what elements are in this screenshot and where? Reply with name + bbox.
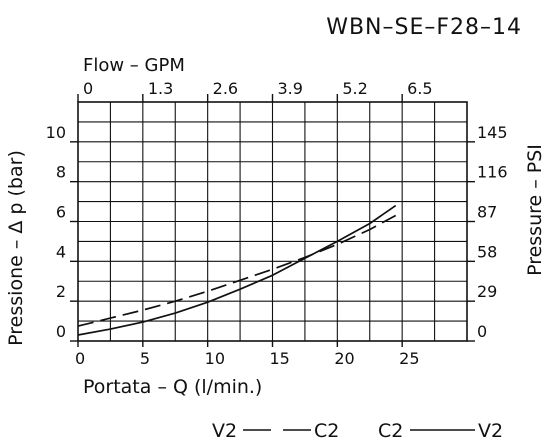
- top-axis-label: Flow – GPM: [83, 55, 185, 76]
- y-right-tick-label: 145: [477, 123, 508, 142]
- legend-solid-from: C2: [378, 420, 403, 442]
- y-tick-label: 4: [56, 242, 66, 261]
- y-right-tick-label: 0: [477, 322, 487, 341]
- series-layer: [77, 204, 397, 336]
- top-tick-label: 1.3: [148, 79, 173, 98]
- right-axis-ticks: 0 29 58 87 116 145: [467, 123, 508, 342]
- legend-dashed-to: C2: [314, 420, 339, 442]
- top-tick-label: 3.9: [278, 79, 303, 98]
- bottom-axis-ticks: 0 5 10 15 20 25: [75, 341, 420, 368]
- top-tick-label: 5.2: [342, 79, 367, 98]
- top-tick-label: 6.5: [407, 79, 432, 98]
- series-line-solid: [77, 204, 397, 336]
- x-axis-label: Portata – Q (l/min.): [83, 376, 262, 398]
- x-tick-label: 10: [205, 349, 225, 368]
- y-tick-label: 2: [56, 282, 66, 301]
- x-tick-label: 5: [140, 349, 150, 368]
- legend-solid-to: V2: [478, 420, 503, 442]
- legend-dashed-from: V2: [212, 420, 237, 442]
- x-tick-label: 15: [270, 349, 290, 368]
- y-axis-label: Pressione – Δ p (bar): [5, 150, 27, 346]
- y-right-tick-label: 29: [477, 282, 497, 301]
- y-right-axis-label: Pressure – PSI: [524, 144, 546, 276]
- y-tick-label: 0: [56, 322, 66, 341]
- y-tick-label: 10: [46, 123, 66, 142]
- series-line-dashed: [77, 214, 397, 327]
- top-tick-label: 0: [83, 79, 93, 98]
- x-tick-label: 20: [334, 349, 354, 368]
- legend: V2 C2 C2 V2: [212, 420, 503, 442]
- top-tick-label: 2.6: [213, 79, 238, 98]
- model-title: WBN–SE–F28–14: [326, 15, 522, 40]
- grid: [78, 102, 467, 341]
- top-axis-ticks: 0 1.3 2.6 3.9 5.2 6.5: [77, 79, 433, 102]
- y-tick-label: 6: [56, 203, 66, 222]
- left-axis-ticks: 0 2 4 6 8 10: [46, 123, 78, 342]
- y-right-tick-label: 116: [477, 163, 508, 182]
- y-tick-label: 8: [56, 163, 66, 182]
- x-tick-label: 25: [399, 349, 419, 368]
- y-right-tick-label: 87: [477, 203, 497, 222]
- y-right-tick-label: 58: [477, 242, 497, 261]
- x-tick-label: 0: [75, 349, 85, 368]
